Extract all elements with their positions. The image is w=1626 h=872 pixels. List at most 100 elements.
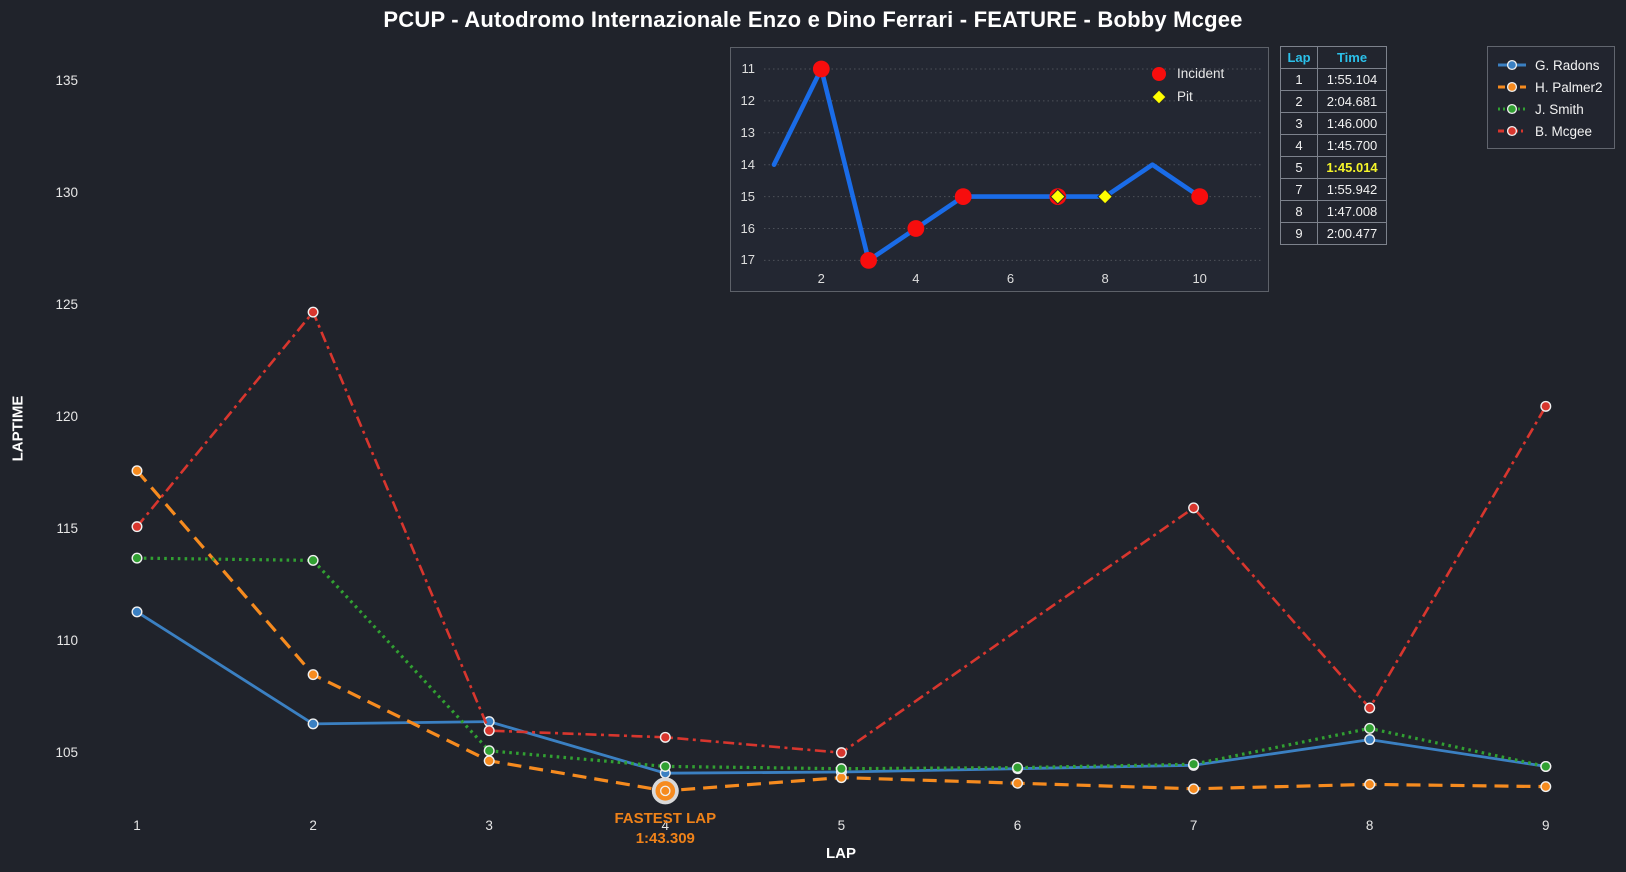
main-x-tick: 6 xyxy=(1013,818,1022,833)
page-title: PCUP - Autodromo Internazionale Enzo e D… xyxy=(383,7,1243,32)
data-point xyxy=(659,760,671,772)
main-y-tick: 105 xyxy=(55,745,78,760)
main-x-tick: 7 xyxy=(1189,818,1198,833)
pit-marker xyxy=(1049,188,1066,205)
lap-number-cell: 4 xyxy=(1280,134,1318,157)
lap-time-cell: 1:55.942 xyxy=(1317,178,1387,201)
main-y-tick: 110 xyxy=(56,633,78,648)
data-point xyxy=(131,465,143,477)
data-point xyxy=(307,718,319,730)
lap-time-cell: 1:46.000 xyxy=(1317,112,1387,135)
fastest-lap-label: FASTEST LAP xyxy=(614,810,717,827)
main-x-tick: 4 xyxy=(661,818,670,833)
inset-x-tick: 4 xyxy=(912,271,920,286)
inset-x-tick: 2 xyxy=(817,271,825,286)
series-line-h-palmer2 xyxy=(135,469,1546,793)
pit-legend-icon xyxy=(1151,88,1167,105)
lap-number-cell: 1 xyxy=(1280,68,1318,91)
lap-time-cell: 1:47.008 xyxy=(1317,200,1387,223)
main-x-axis-label: LAP xyxy=(826,845,856,862)
data-point xyxy=(1364,778,1376,790)
main-x-tick: 2 xyxy=(309,818,317,833)
lap-table-row: 2 2:04.681 xyxy=(1280,90,1387,113)
inset-y-tick: 17 xyxy=(740,252,755,268)
data-point xyxy=(1540,400,1552,412)
lap-table-row: 5 1:45.014 xyxy=(1280,156,1387,179)
data-point xyxy=(1188,783,1200,795)
lap-number-cell: 9 xyxy=(1280,222,1318,245)
data-point xyxy=(307,306,319,318)
data-point xyxy=(835,772,847,784)
main-x-tick: 8 xyxy=(1365,818,1374,833)
data-point xyxy=(483,745,495,757)
data-point xyxy=(1364,734,1376,746)
legend-entry-g-radons: G. Radons xyxy=(1497,54,1605,76)
inset-x-tick: 6 xyxy=(1006,271,1015,286)
position-inset-panel xyxy=(730,47,1269,292)
lap-time-table: Lap Time 1 1:55.104 2 2:04.681 3 1:46.000 4 1:45.… xyxy=(1280,46,1387,245)
legend-entry-j-smith: J. Smith xyxy=(1497,98,1605,120)
main-y-tick: 130 xyxy=(55,185,78,200)
main-y-tick: 115 xyxy=(56,521,78,536)
inset-x-tick: 10 xyxy=(1192,271,1207,286)
legend-line-sample xyxy=(1498,81,1526,93)
legend-driver-name: J. Smith xyxy=(1535,101,1584,117)
data-point xyxy=(1540,781,1552,793)
lap-time-cell: 1:55.104 xyxy=(1317,68,1387,91)
driver-legend: G. Radons H. Palmer2 J. Smith B. Mcgee xyxy=(1487,46,1615,149)
data-point xyxy=(835,763,847,775)
data-point xyxy=(1364,722,1376,734)
data-point xyxy=(1364,702,1376,714)
incident-marker xyxy=(954,188,972,206)
data-point xyxy=(1012,762,1024,774)
fastest-lap-time-cell: 1:45.014 xyxy=(1317,156,1387,179)
legend-line-sample xyxy=(1498,125,1526,137)
data-point xyxy=(131,552,143,564)
inset-legend-entry: Incident xyxy=(1150,62,1224,85)
main-x-tick: 5 xyxy=(837,818,846,833)
inset-legend-label: Pit xyxy=(1177,89,1193,104)
lap-number-cell: 7 xyxy=(1280,178,1318,201)
incident-marker xyxy=(907,220,925,237)
lap-table-header-time: Time xyxy=(1317,46,1387,69)
data-point xyxy=(659,731,671,743)
lap-number-cell: 2 xyxy=(1280,90,1318,113)
lap-table-row: 9 2:00.477 xyxy=(1280,222,1387,245)
lap-table-row: 8 1:47.008 xyxy=(1280,200,1387,223)
inset-legend-label: Incident xyxy=(1177,66,1225,81)
inset-y-tick: 12 xyxy=(740,92,755,108)
main-y-tick: 120 xyxy=(55,409,78,424)
lap-time-cell: 1:45.700 xyxy=(1317,134,1387,157)
data-point xyxy=(131,606,143,618)
data-point xyxy=(131,521,143,533)
inset-y-tick: 15 xyxy=(740,188,755,204)
legend-line-sample xyxy=(1498,59,1526,71)
main-x-tick: 9 xyxy=(1542,818,1550,833)
series-line-j-smith xyxy=(136,556,1547,771)
legend-driver-name: G. Radons xyxy=(1535,57,1600,73)
lap-time-cell: 2:00.477 xyxy=(1317,222,1387,245)
data-point xyxy=(483,725,495,737)
data-point xyxy=(307,554,319,566)
incident-marker xyxy=(860,252,877,269)
pit-marker xyxy=(1097,188,1114,205)
lap-table-row: 1 1:55.104 xyxy=(1280,68,1387,91)
main-x-tick: 1 xyxy=(133,818,141,833)
main-y-tick: 135 xyxy=(55,73,78,88)
inset-legend-entry: Pit xyxy=(1150,85,1224,108)
lap-table-header-lap: Lap xyxy=(1280,46,1318,69)
data-point xyxy=(1188,502,1200,514)
main-x-tick: 3 xyxy=(485,818,493,833)
legend-line-sample xyxy=(1498,103,1526,115)
incident-marker xyxy=(812,60,830,78)
lap-number-cell: 3 xyxy=(1280,112,1318,135)
fastest-lap-time: 1:43.309 xyxy=(635,830,695,847)
inset-y-tick: 13 xyxy=(740,124,755,140)
inset-y-tick: 14 xyxy=(740,156,755,172)
legend-entry-h-palmer2: H. Palmer2 xyxy=(1497,76,1605,98)
legend-entry-b-mcgee: B. Mcgee xyxy=(1497,120,1605,142)
incident-legend-icon xyxy=(1152,66,1166,81)
inset-x-tick: 8 xyxy=(1101,271,1109,286)
data-point xyxy=(483,755,495,767)
